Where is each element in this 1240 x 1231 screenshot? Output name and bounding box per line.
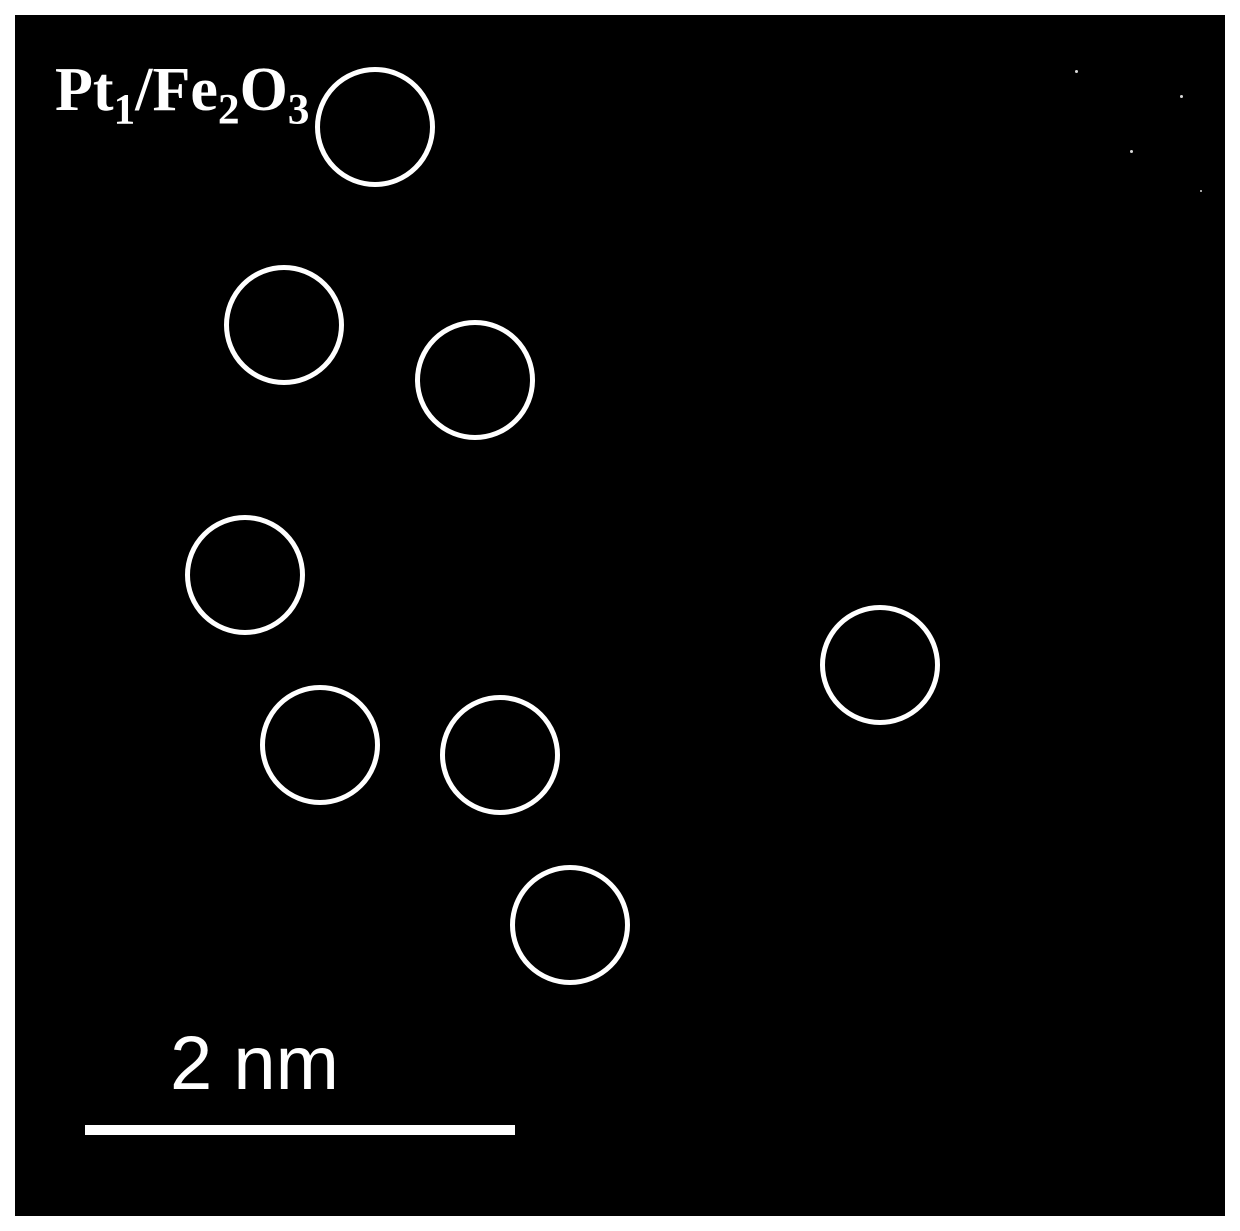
material-label: Pt1/Fe2O3 (55, 55, 310, 126)
image-speckle (1075, 70, 1078, 73)
scalebar-text: 2 nm (170, 1020, 339, 1107)
atom-circle (415, 320, 535, 440)
atom-circle (440, 695, 560, 815)
atom-circle (315, 67, 435, 187)
atom-circle (510, 865, 630, 985)
atom-circle (224, 265, 344, 385)
atom-circle (185, 515, 305, 635)
atom-circle (260, 685, 380, 805)
image-speckle (1200, 190, 1202, 192)
atom-circle (820, 605, 940, 725)
image-speckle (1180, 95, 1183, 98)
image-speckle (1130, 150, 1133, 153)
scalebar-line (85, 1125, 515, 1135)
figure-canvas: Pt1/Fe2O3 2 nm (0, 0, 1240, 1231)
